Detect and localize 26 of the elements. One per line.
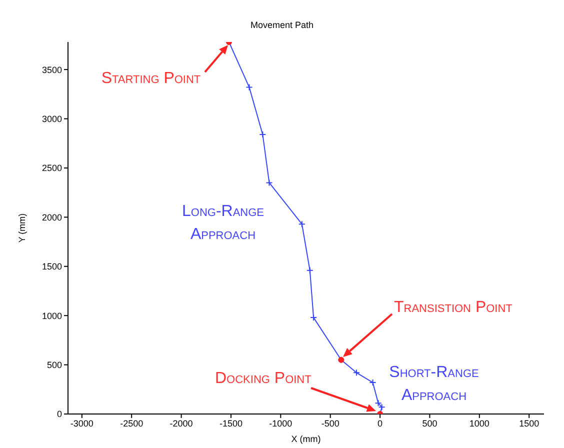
- chart-title: Movement Path: [249, 20, 315, 30]
- annotation: Docking Point: [215, 369, 312, 389]
- x-tick-label: -500: [321, 418, 340, 428]
- annotation: Starting Point: [101, 70, 201, 88]
- y-tick-label: 2500: [42, 163, 62, 174]
- y-tick-label: 3000: [42, 114, 62, 124]
- y-tick-label: 1500: [42, 262, 62, 272]
- annotation: Transistion Point: [394, 298, 512, 318]
- x-tick-label: -1000: [269, 418, 292, 428]
- annotation: Short-Range Approach: [388, 363, 480, 406]
- y-tick-label: 1000: [42, 310, 62, 321]
- x-tick-label: 0: [378, 418, 383, 428]
- y-tick-label: 3500: [42, 64, 62, 75]
- annotation: Long-Range Approach: [180, 202, 265, 245]
- y-tick-label: 2000: [42, 212, 62, 222]
- x-tick-label: 1000: [469, 418, 490, 428]
- y-tick-label: 0: [56, 409, 62, 420]
- y-tick-label: 500: [46, 360, 62, 370]
- y-axis-title: Y (mm): [17, 213, 28, 243]
- x-tick-label: 500: [422, 418, 438, 428]
- x-tick-label: -2000: [170, 418, 193, 428]
- x-axis-title: X (mm): [291, 434, 321, 444]
- x-tick-label: 1500: [519, 418, 540, 428]
- x-tick-label: -2500: [120, 418, 144, 428]
- x-tick-label: -1500: [219, 418, 242, 428]
- x-tick-label: -3000: [70, 418, 94, 428]
